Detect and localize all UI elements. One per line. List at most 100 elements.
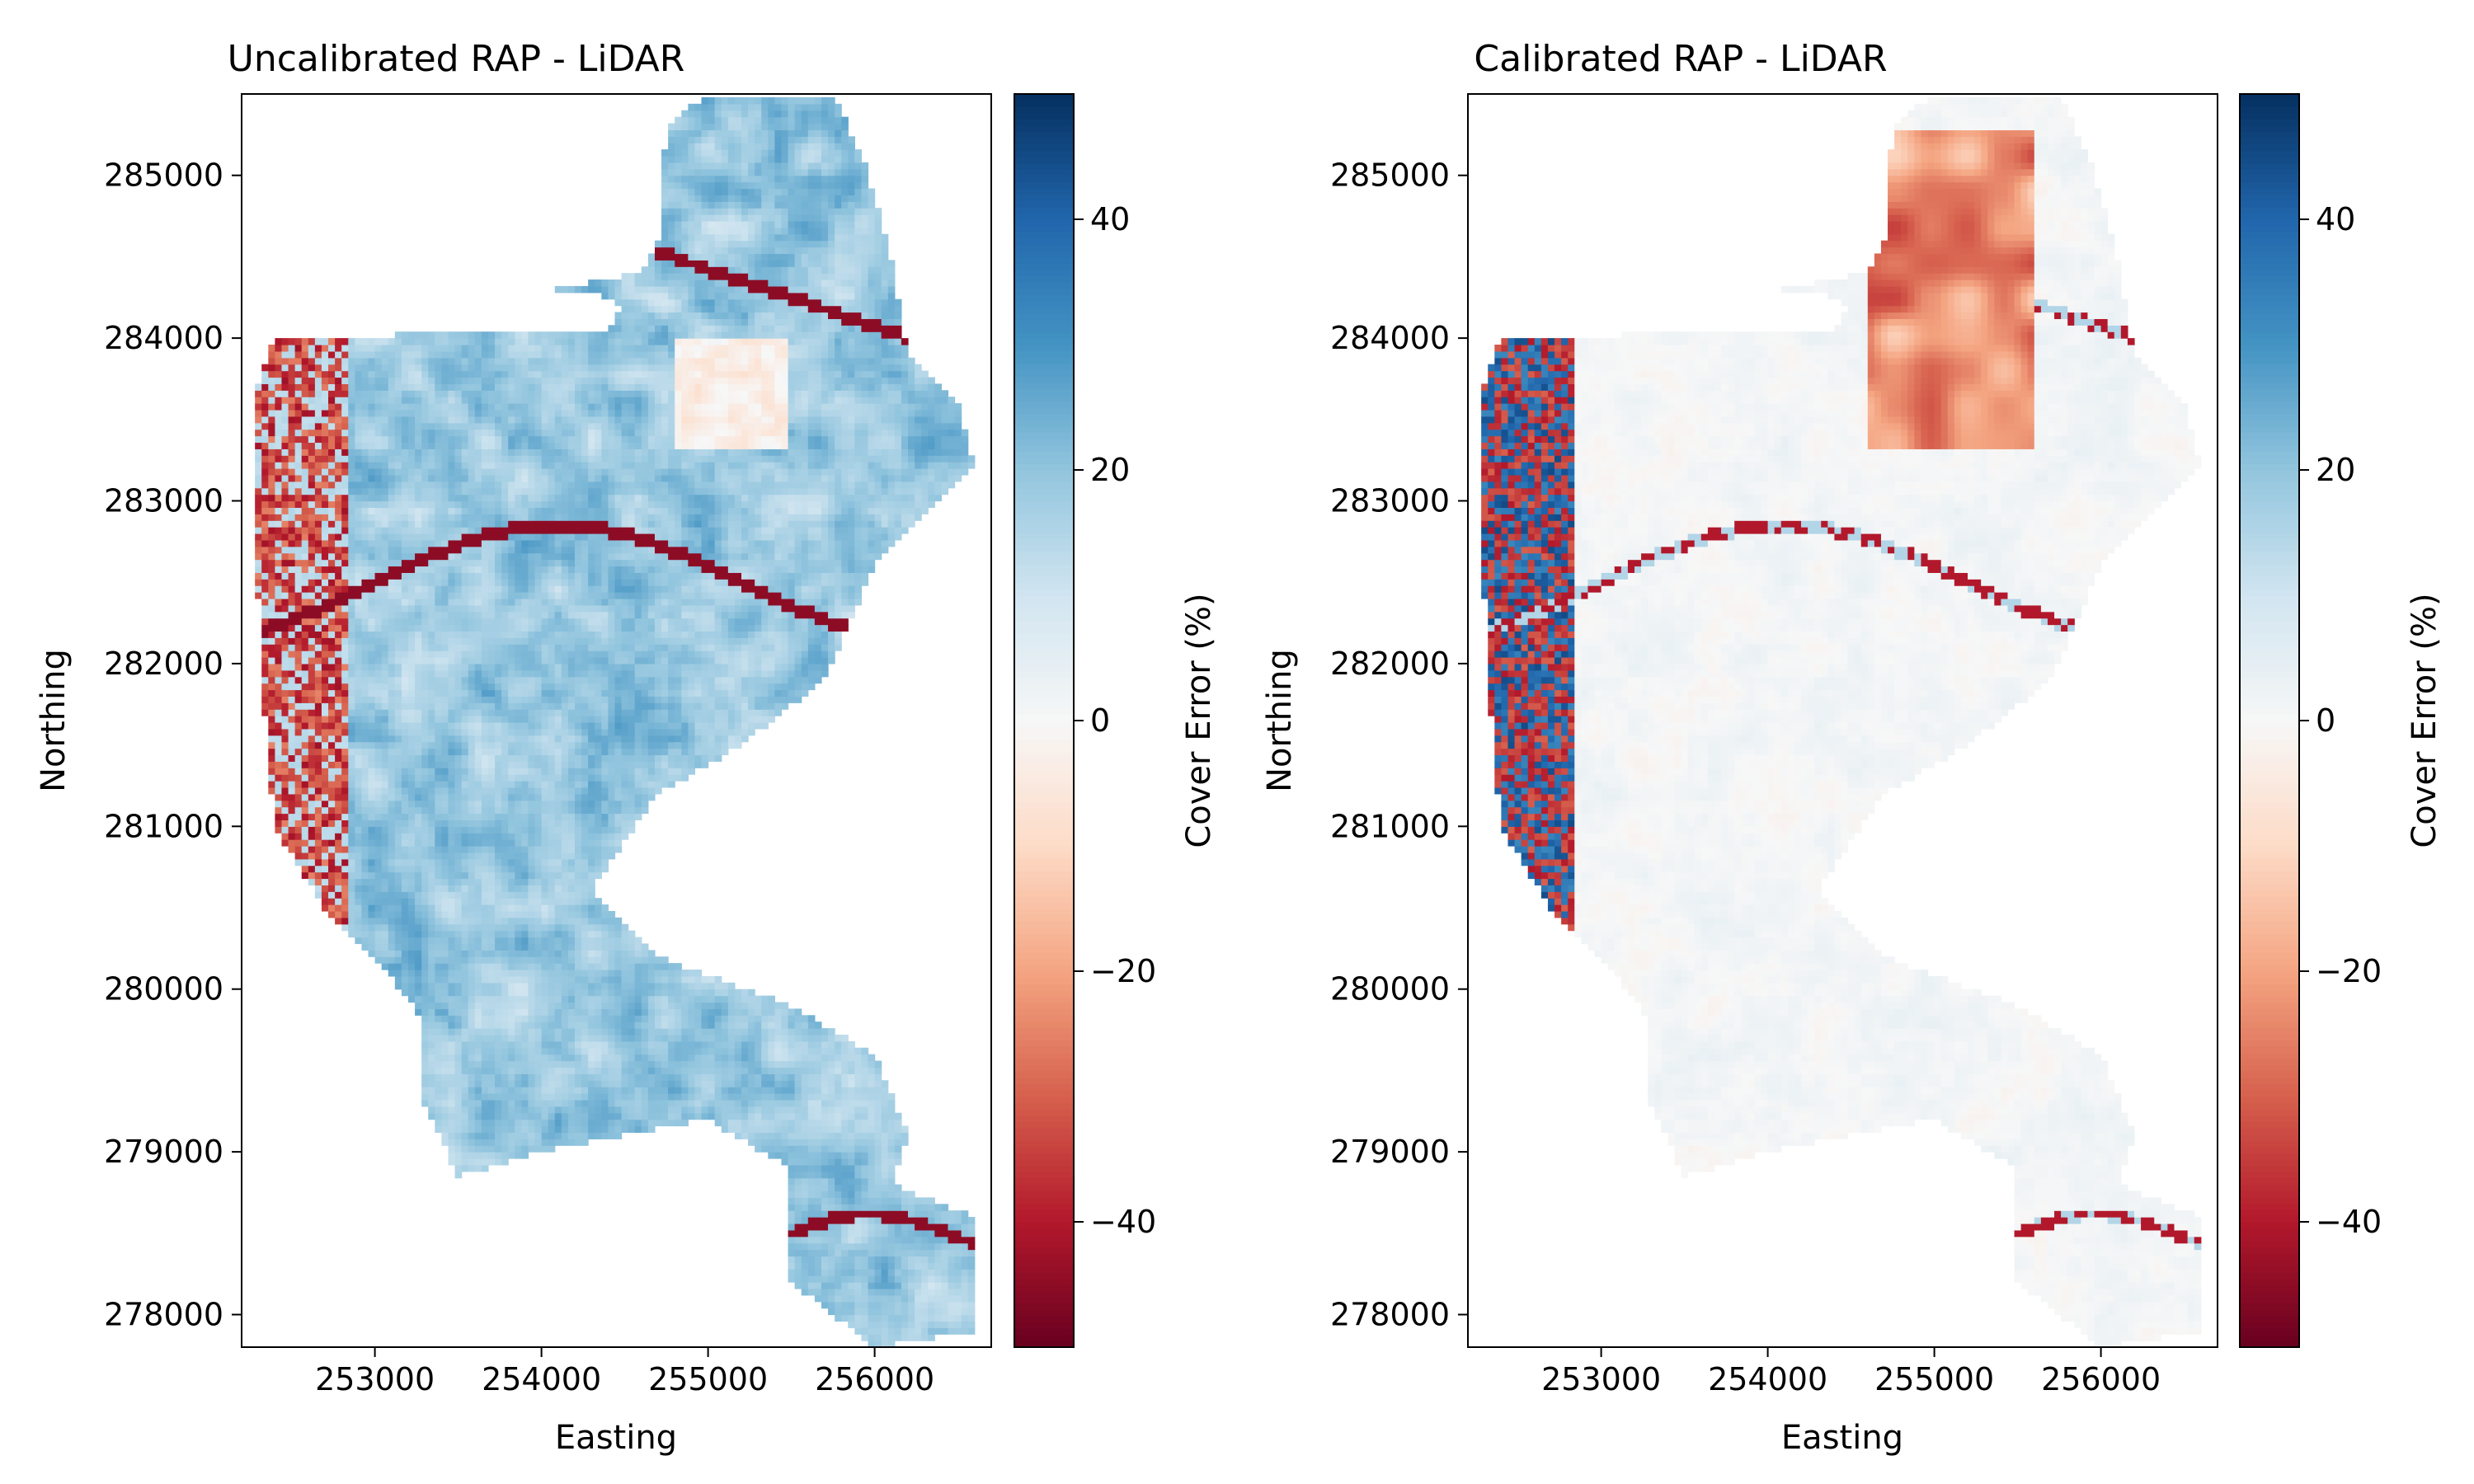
heatmap-cell [268,677,275,684]
heatmap-cell [348,833,355,840]
heatmap-cell [568,950,576,957]
heatmap-cell [281,644,289,651]
heatmap-cell [341,410,349,417]
heatmap-cell [355,475,362,482]
heatmap-cell [501,416,509,424]
heatmap-cell [341,423,349,430]
heatmap-cell [508,572,515,580]
heatmap-cell [548,475,556,482]
heatmap-cell [455,735,463,743]
heatmap-cell [295,377,303,384]
heatmap-cell [375,625,383,632]
heatmap-cell [388,754,396,762]
heatmap-cell [388,709,396,716]
heatmap-cell [348,468,355,476]
heatmap-cell [302,859,309,866]
heatmap-cell [548,351,556,359]
heatmap-cell [501,430,509,437]
heatmap-cell [508,976,515,984]
heatmap-cell [455,911,463,918]
heatmap-cell [382,579,389,586]
heatmap-cell [488,520,496,528]
heatmap-cell [555,1139,562,1146]
heatmap-cell [555,351,562,359]
heatmap-cell [501,826,509,834]
heatmap-cell [455,937,463,945]
heatmap-cell [475,683,482,691]
heatmap-cell [322,390,329,397]
heatmap-cell [462,1145,469,1153]
heatmap-cell [501,1003,509,1010]
heatmap-cell [528,1139,535,1146]
heatmap-cell [488,833,496,840]
heatmap-cell [508,644,515,651]
heatmap-cell [302,527,309,534]
heatmap-cell [448,768,455,775]
heatmap-cell [521,702,529,710]
heatmap-cell [441,585,449,593]
heatmap-cell [462,468,469,476]
heatmap-cell [408,983,416,990]
heatmap-cell [528,664,535,671]
heatmap-cell [322,683,329,691]
heatmap-cell [388,442,396,449]
heatmap-cell [261,540,269,547]
heatmap-cell [268,742,275,749]
heatmap-cell [435,462,442,469]
heatmap-cell [295,397,303,404]
heatmap-cell [308,650,316,658]
heatmap-cell [495,442,502,449]
heatmap-cell [555,696,562,703]
heatmap-cell [448,1041,455,1049]
heatmap-cell [515,742,522,749]
heatmap-cell [548,1067,556,1074]
heatmap-cell [289,585,296,593]
heatmap-cell [315,702,322,710]
heatmap-cell [402,924,409,932]
heatmap-cell [315,501,322,509]
heatmap-cell [508,866,515,873]
heatmap-cell [555,768,562,775]
heatmap-cell [542,866,549,873]
heatmap-cell [328,507,336,514]
heatmap-cell [275,364,282,372]
heatmap-cell [548,911,556,918]
heatmap-cell [408,839,416,847]
heatmap-cell [462,605,469,613]
heatmap-cell [468,527,476,534]
heatmap-cell [375,722,383,730]
heatmap-cell [369,553,376,561]
heatmap-cell [528,540,535,547]
heatmap-cell [348,448,355,456]
heatmap-cell [508,1061,515,1068]
heatmap-cell [382,644,389,651]
heatmap-cell [275,729,282,736]
heatmap-cell [341,572,349,580]
heatmap-cell [361,377,369,384]
heatmap-cell [515,754,522,762]
heatmap-cell [521,1035,529,1042]
heatmap-cell [268,468,275,476]
heatmap-cell [488,670,496,678]
heatmap-cell [402,677,409,684]
heatmap-cell [495,566,502,573]
heatmap-cell [482,495,489,502]
heatmap-cell [382,547,389,554]
heatmap-cell [528,631,535,638]
heatmap-cell [402,781,409,788]
heatmap-cell [415,488,422,495]
heatmap-cell [328,794,336,801]
heatmap-cell [495,553,502,561]
heatmap-cell [382,488,389,495]
heatmap-cell [562,1048,569,1055]
heatmap-cell [515,448,522,456]
heatmap-cell [348,410,355,417]
heatmap-cell [482,430,489,437]
heatmap-cell [495,495,502,502]
heatmap-cell [488,592,496,599]
heatmap-cell [382,358,389,365]
heatmap-cell [435,468,442,476]
heatmap-cell [388,761,396,768]
heatmap-cell [428,729,435,736]
heatmap-cell [562,1093,569,1101]
